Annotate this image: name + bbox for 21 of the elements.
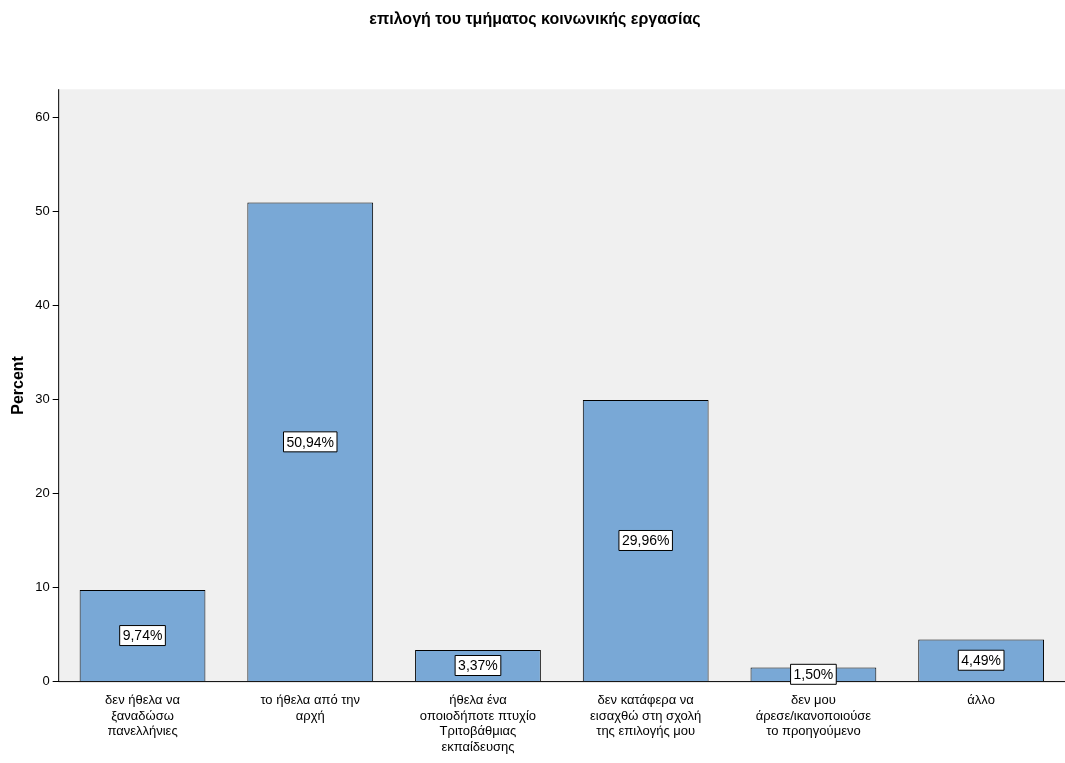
y-tick-label: 60 (35, 108, 50, 124)
x-tick-label: το ήθελα από την αρχή (260, 691, 361, 723)
y-tick-label: 20 (35, 485, 50, 501)
data-label: 3,37% (458, 657, 498, 674)
data-label: 50,94% (286, 433, 334, 450)
x-tick-label: δεν μου άρεσε/ικανοποιούσε το προηγούμενο (755, 691, 872, 739)
x-tick-label: άλλο (967, 691, 995, 707)
data-label: 4,49% (961, 652, 1001, 669)
y-axis-title: Percent (9, 355, 27, 415)
data-label: 9,74% (122, 627, 163, 644)
y-tick-label: 40 (35, 297, 50, 313)
x-tick-label: δεν ήθελα να ξαναδώσω πανελλήνιες (105, 691, 181, 739)
chart-title: επιλογή του τμήματος κοινωνικής εργασίας (369, 10, 701, 29)
y-tick-label: 0 (42, 673, 50, 689)
data-label: 29,96% (621, 532, 670, 549)
x-tick-label: ήθελα ένα οποιοδήποτε πτυχίο Τριτοβάθμιας εκπαίδευσης (419, 691, 537, 754)
y-tick-label: 50 (35, 203, 50, 219)
y-tick-label: 30 (35, 391, 50, 407)
data-label: 1,50% (793, 666, 834, 683)
y-tick-label: 10 (35, 579, 50, 595)
x-tick-label: δεν κατάφερα να εισαχθώ στη σχολή της επιλογής μου (590, 691, 702, 739)
